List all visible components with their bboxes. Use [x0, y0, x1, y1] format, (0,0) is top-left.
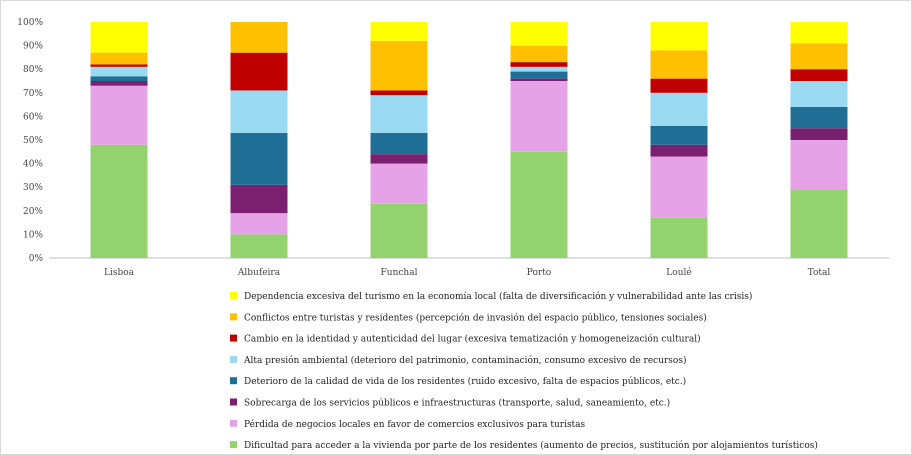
bar-segment	[510, 81, 568, 152]
bar-segment	[90, 76, 148, 81]
y-tick-label: 50%	[23, 136, 43, 146]
bar-segment	[510, 71, 568, 79]
bar-segment	[790, 81, 848, 107]
bar-segment	[90, 52, 148, 65]
y-tick-label: 0%	[29, 254, 44, 264]
y-tick-label: 20%	[23, 207, 43, 217]
x-category-label: Funchal	[381, 268, 418, 278]
legend-swatch	[230, 398, 237, 406]
legend-label: Deterioro de la calidad de vida de los r…	[244, 376, 686, 387]
bar-segment	[650, 217, 708, 258]
legend-label: Conflictos entre turistas y residentes (…	[244, 312, 707, 323]
y-tick-label: 90%	[23, 42, 43, 52]
bar-segment	[90, 144, 148, 258]
bar-segment	[230, 90, 288, 133]
legend-swatch	[230, 355, 237, 363]
bar-segment	[650, 78, 708, 93]
legend-swatch	[230, 292, 237, 299]
bar-segment	[370, 22, 428, 41]
x-category-label: Lisboa	[104, 268, 135, 278]
bar-segment	[370, 154, 428, 164]
bar-segment	[790, 106, 848, 129]
bar-segment	[90, 22, 148, 53]
legend-swatch	[230, 334, 237, 342]
bar-segment	[370, 95, 428, 133]
bar-segment	[510, 62, 568, 67]
bar-segment	[90, 81, 148, 86]
bar-segment	[90, 85, 148, 145]
y-tick-label: 100%	[17, 18, 43, 28]
bar-segment	[650, 50, 708, 79]
legend-label: Pérdida de negocios locales en favor de …	[244, 419, 586, 430]
bar-segment	[230, 132, 288, 185]
bar-segment	[230, 184, 288, 214]
bar-segment	[230, 22, 288, 53]
x-category-label: Albufeira	[237, 268, 281, 278]
bar-segment	[90, 64, 148, 67]
bar-segment	[650, 144, 708, 157]
bar-segment	[510, 22, 568, 46]
legend-label: Sobrecarga de los servicios públicos e i…	[244, 398, 670, 409]
bar-segment	[230, 234, 288, 258]
bar-segment	[370, 90, 428, 96]
x-category-label: Porto	[527, 268, 551, 278]
bar-segment	[650, 22, 708, 51]
legend-swatch	[230, 441, 237, 449]
bar-segment	[370, 203, 428, 258]
bar-segment	[510, 45, 568, 63]
x-category-label: Total	[808, 268, 831, 278]
bar-segment	[370, 163, 428, 204]
bar-segment	[230, 213, 288, 235]
legend-swatch	[230, 313, 237, 321]
y-tick-label: 80%	[23, 65, 43, 75]
legend-swatch	[230, 377, 237, 385]
bar-segment	[510, 151, 568, 258]
y-tick-label: 70%	[23, 89, 43, 99]
x-category-label: Loulé	[666, 267, 691, 278]
bar-segment	[510, 66, 568, 72]
y-tick-label: 30%	[23, 183, 43, 193]
legend-label: Alta presión ambiental (deterioro del pa…	[243, 355, 686, 366]
bar-segment	[650, 156, 708, 218]
bar-segment	[790, 189, 848, 258]
bar-segment	[370, 40, 428, 91]
legend-label: Dependencia excesiva del turismo en la e…	[244, 291, 752, 302]
legend-label: Cambio en la identidad y autenticidad de…	[244, 334, 701, 345]
bar-segment	[790, 69, 848, 81]
bar-segment	[510, 78, 568, 81]
bar-segment	[370, 132, 428, 155]
y-tick-label: 40%	[23, 160, 43, 170]
bar-segment	[790, 128, 848, 140]
bar-segment	[790, 140, 848, 190]
bar-segment	[230, 52, 288, 91]
bar-segment	[650, 125, 708, 145]
y-tick-label: 60%	[23, 112, 43, 122]
legend-swatch	[230, 419, 237, 427]
y-tick-label: 10%	[23, 230, 43, 240]
bar-segment	[790, 22, 848, 44]
bar-segment	[790, 43, 848, 70]
bar-segment	[650, 92, 708, 126]
bar-segment	[90, 66, 148, 77]
legend-label: Dificultad para acceder a la vivienda po…	[244, 440, 818, 451]
